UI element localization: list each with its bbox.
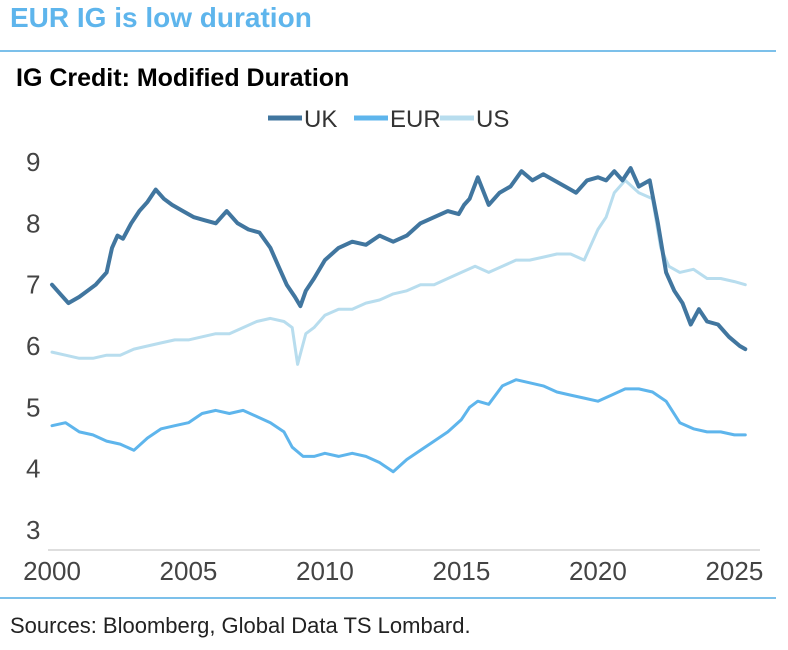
series-line-eur (50, 378, 747, 474)
headline: EUR IG is low duration (10, 2, 312, 33)
x-tick-label: 2010 (296, 556, 354, 586)
legend-label-uk: UK (304, 106, 337, 133)
series-lines (50, 166, 748, 474)
y-tick-label: 9 (26, 147, 40, 177)
y-tick-label: 8 (26, 208, 40, 238)
legend-label-eur: EUR (390, 106, 441, 133)
y-tick-label: 7 (26, 270, 40, 300)
legend-label-us: US (476, 106, 509, 133)
series-line-uk (50, 166, 748, 352)
x-axis: 2000 2005 2010 2015 2020 2025 (23, 556, 763, 586)
x-tick-label: 2000 (23, 556, 81, 586)
chart: UK EUR US 3 4 5 6 7 8 9 2000 2005 2010 2015 2020 2025 (23, 106, 763, 586)
series-line-us (50, 178, 747, 366)
top-divider (0, 50, 776, 52)
x-tick-label: 2020 (569, 556, 627, 586)
bottom-divider (0, 597, 776, 599)
y-axis: 3 4 5 6 7 8 9 (26, 147, 40, 545)
y-tick-label: 5 (26, 392, 40, 422)
x-tick-label: 2005 (160, 556, 218, 586)
x-tick-label: 2015 (432, 556, 490, 586)
x-tick-label: 2025 (705, 556, 763, 586)
y-tick-label: 4 (26, 454, 40, 484)
chart-title: IG Credit: Modified Duration (16, 64, 350, 92)
legend: UK EUR US (268, 106, 509, 133)
source-note: Sources: Bloomberg, Global Data TS Lomba… (10, 613, 471, 638)
y-tick-label: 6 (26, 331, 40, 361)
y-tick-label: 3 (26, 515, 40, 545)
